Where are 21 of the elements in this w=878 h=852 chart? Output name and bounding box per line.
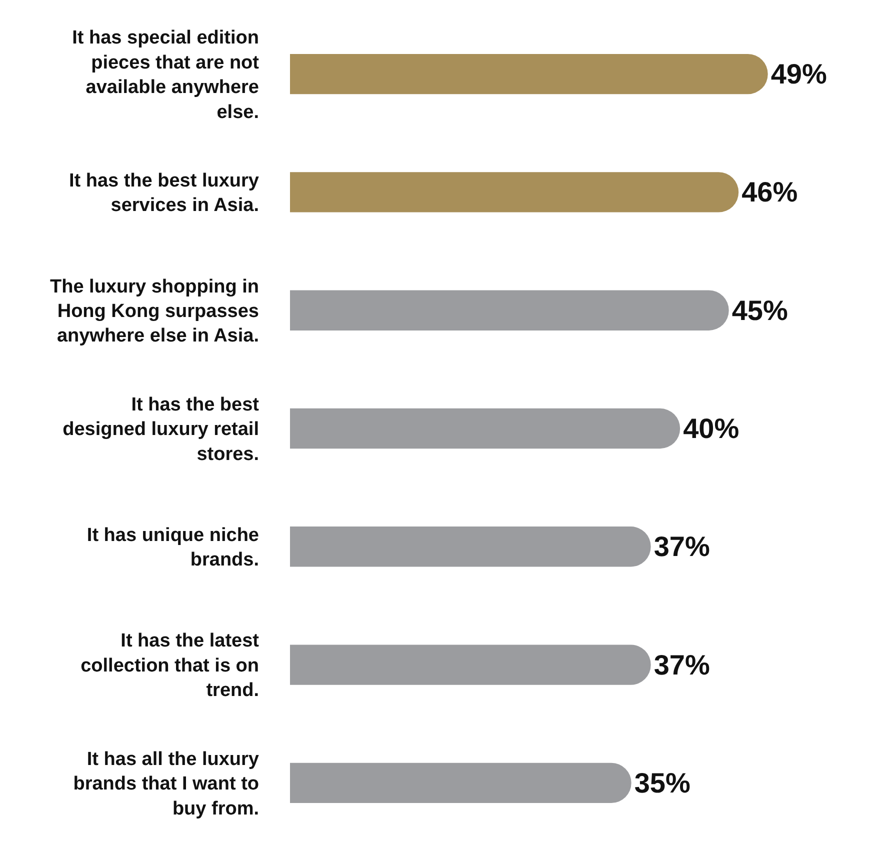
data-label: 45%	[732, 294, 788, 326]
bar	[290, 408, 680, 449]
data-label: 35%	[634, 767, 690, 798]
data-label: 37%	[654, 531, 710, 562]
data-label: 49%	[770, 58, 827, 90]
y-tick-label: It has all the luxury brands that I want to buy from.	[73, 748, 260, 820]
y-tick-label: It has the best designed luxury retail stores.	[62, 394, 260, 465]
data-label: 46%	[742, 176, 798, 208]
bar	[290, 172, 739, 212]
y-tick-label: It has the latest collection that is on trend.	[80, 630, 260, 702]
bar	[290, 290, 729, 330]
bar	[290, 644, 651, 685]
data-label: 37%	[654, 649, 710, 680]
y-tick-label: The luxury shopping in Hong Kong surpasses anywhere else in Asia.	[50, 276, 259, 347]
data-label: 40%	[683, 413, 740, 444]
y-tick-label: It has special edition pieces that are not available anywhere else.	[72, 28, 260, 123]
bar	[290, 54, 768, 94]
y-tick-label: It has unique niche brands.	[86, 524, 259, 571]
bar	[290, 762, 632, 804]
y-tick-label: It has the best luxury services in Asia.	[68, 170, 260, 216]
bar	[290, 526, 651, 567]
